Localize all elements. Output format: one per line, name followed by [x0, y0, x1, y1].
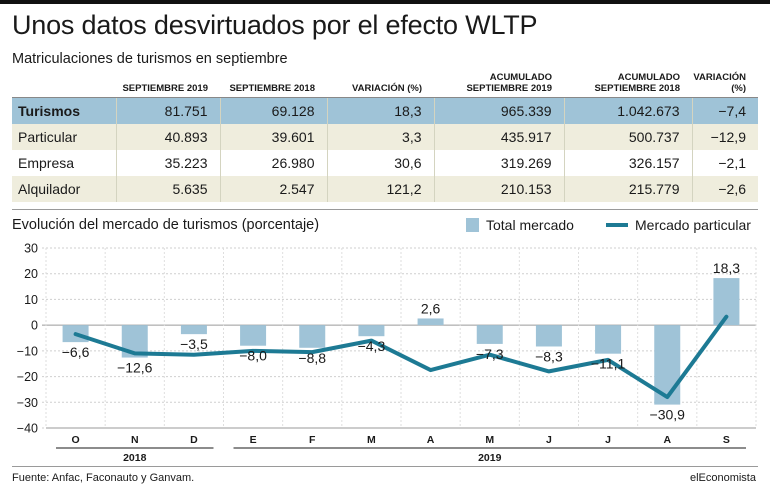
- y-tick-label: −20: [17, 370, 38, 384]
- table-cell: 500.737: [563, 124, 692, 150]
- table-cell: 5.635: [115, 176, 220, 202]
- y-tick-label: −40: [17, 422, 38, 436]
- x-tick-label: O: [71, 434, 79, 446]
- row-label: Empresa: [12, 150, 116, 176]
- bar-value-label: −6,6: [62, 344, 90, 360]
- x-tick-label: J: [605, 434, 611, 446]
- bar-total-mercado: [417, 318, 444, 326]
- table-row: Particular 40.893 39.601 3,3 435.917 500…: [12, 124, 758, 150]
- column-header-acc-2019: ACUMULADO SEPTIEMBRE 2019: [434, 72, 564, 98]
- bar-total-mercado: [299, 325, 326, 348]
- table-cell: −12,9: [691, 124, 758, 150]
- table-cell: 18,3: [326, 97, 434, 124]
- table-cell: 1.042.673: [563, 97, 692, 124]
- table-cell: 210.153: [433, 176, 564, 202]
- table-cell: 81.751: [115, 97, 220, 124]
- y-tick-label: 0: [31, 319, 38, 333]
- table-cell: −2,1: [691, 150, 758, 176]
- section-divider: [12, 209, 758, 210]
- column-header-acc-2018: ACUMULADO SEPTIEMBRE 2018: [564, 72, 692, 98]
- y-tick-label: 10: [24, 293, 38, 307]
- bar-total-mercado: [240, 325, 267, 346]
- table-cell: 215.779: [563, 176, 692, 202]
- y-tick-label: −10: [17, 344, 38, 358]
- table-cell: −7,4: [691, 97, 758, 124]
- column-header-label: [12, 72, 116, 98]
- legend-label-total: Total mercado: [486, 217, 574, 233]
- top-rule: [0, 0, 770, 4]
- y-tick-label: 20: [24, 267, 38, 281]
- bar-value-label: −30,9: [650, 407, 686, 423]
- table-cell: 40.893: [115, 124, 220, 150]
- x-tick-label: M: [367, 434, 376, 446]
- line-mercado-particular: [73, 314, 729, 400]
- y-tick-label: −30: [17, 396, 38, 410]
- table-cell: 121,2: [326, 176, 434, 202]
- table-cell: 965.339: [433, 97, 564, 124]
- bar-total-mercado: [476, 325, 503, 344]
- bar-total-mercado: [358, 325, 385, 337]
- column-header-acc-variation: VARIACIÓN (%): [692, 72, 758, 98]
- table-cell: 326.157: [563, 150, 692, 176]
- table-header-row: SEPTIEMBRE 2019 SEPTIEMBRE 2018 VARIACIÓ…: [12, 72, 758, 98]
- bar-total-mercado: [535, 325, 562, 347]
- bar-value-label: 18,3: [713, 260, 740, 276]
- bar-value-label: −3,5: [180, 336, 208, 352]
- bar-value-label: −12,6: [117, 360, 153, 376]
- table-cell: 35.223: [115, 150, 220, 176]
- bar-value-label: −7,3: [476, 346, 504, 362]
- table-cell: 69.128: [219, 97, 327, 124]
- table-row: Empresa 35.223 26.980 30,6 319.269 326.1…: [12, 150, 758, 176]
- x-tick-label: J: [546, 434, 552, 446]
- x-tick-label: D: [190, 434, 198, 446]
- x-tick-label: E: [250, 434, 257, 446]
- bar-total-mercado: [180, 325, 207, 335]
- x-tick-label: M: [485, 434, 494, 446]
- table-cell: 3,3: [326, 124, 434, 150]
- table-cell: 30,6: [326, 150, 434, 176]
- bar-value-label: −8,3: [535, 348, 563, 364]
- legend-swatch-bar: [466, 218, 479, 232]
- table-cell: 435.917: [433, 124, 564, 150]
- table-cell: 39.601: [219, 124, 327, 150]
- x-tick-label: F: [309, 434, 316, 446]
- legend-item-particular: Mercado particular: [606, 217, 751, 233]
- x-tick-label: A: [427, 434, 435, 446]
- registrations-table: SEPTIEMBRE 2019 SEPTIEMBRE 2018 VARIACIÓ…: [12, 72, 758, 202]
- year-label: 2019: [478, 452, 502, 464]
- table-cell: 26.980: [219, 150, 327, 176]
- footer-divider: [12, 466, 758, 467]
- legend-item-total: Total mercado: [466, 217, 574, 233]
- column-header-variation: VARIACIÓN (%): [327, 72, 434, 98]
- bar-total-mercado: [595, 325, 622, 354]
- chart-title: Evolución del mercado de turismos (porce…: [12, 217, 320, 233]
- table-row: Turismos 81.751 69.128 18,3 965.339 1.04…: [12, 97, 758, 124]
- column-header-sep-2019: SEPTIEMBRE 2019: [116, 72, 220, 98]
- page-title: Unos datos desvirtuados por el efecto WL…: [12, 10, 538, 40]
- column-header-sep-2018: SEPTIEMBRE 2018: [220, 72, 327, 98]
- year-label: 2018: [123, 452, 147, 464]
- row-label: Particular: [12, 124, 116, 150]
- brand-logo-text: elEconomista: [689, 472, 756, 484]
- legend-label-particular: Mercado particular: [635, 217, 751, 233]
- source-note: Fuente: Anfac, Faconauto y Ganvam.: [12, 472, 195, 484]
- bar-value-label: −8,8: [298, 350, 326, 366]
- row-label: Alquilador: [12, 176, 116, 202]
- market-evolution-chart: 30 20 10 0 −10 −20 −30 −40 −6,6 −12,6 −3,5 −8,0 −8,8…: [17, 242, 757, 464]
- x-tick-label: A: [663, 434, 671, 446]
- x-tick-label: S: [723, 434, 730, 446]
- bar-value-label: −11,1: [591, 356, 626, 372]
- y-tick-label: 30: [24, 242, 38, 256]
- x-tick-label: N: [131, 434, 139, 446]
- bar-value-label: 2,6: [421, 300, 441, 316]
- table-row: Alquilador 5.635 2.547 121,2 210.153 215…: [12, 176, 758, 202]
- legend-swatch-line: [606, 223, 628, 227]
- page-subtitle: Matriculaciones de turismos en septiembr…: [12, 51, 288, 67]
- table-cell: −2,6: [691, 176, 758, 202]
- row-label: Turismos: [12, 97, 116, 124]
- bar-value-label: −4,3: [358, 338, 386, 354]
- bar-value-label: −8,0: [239, 348, 267, 364]
- table-cell: 319.269: [433, 150, 564, 176]
- table-cell: 2.547: [219, 176, 327, 202]
